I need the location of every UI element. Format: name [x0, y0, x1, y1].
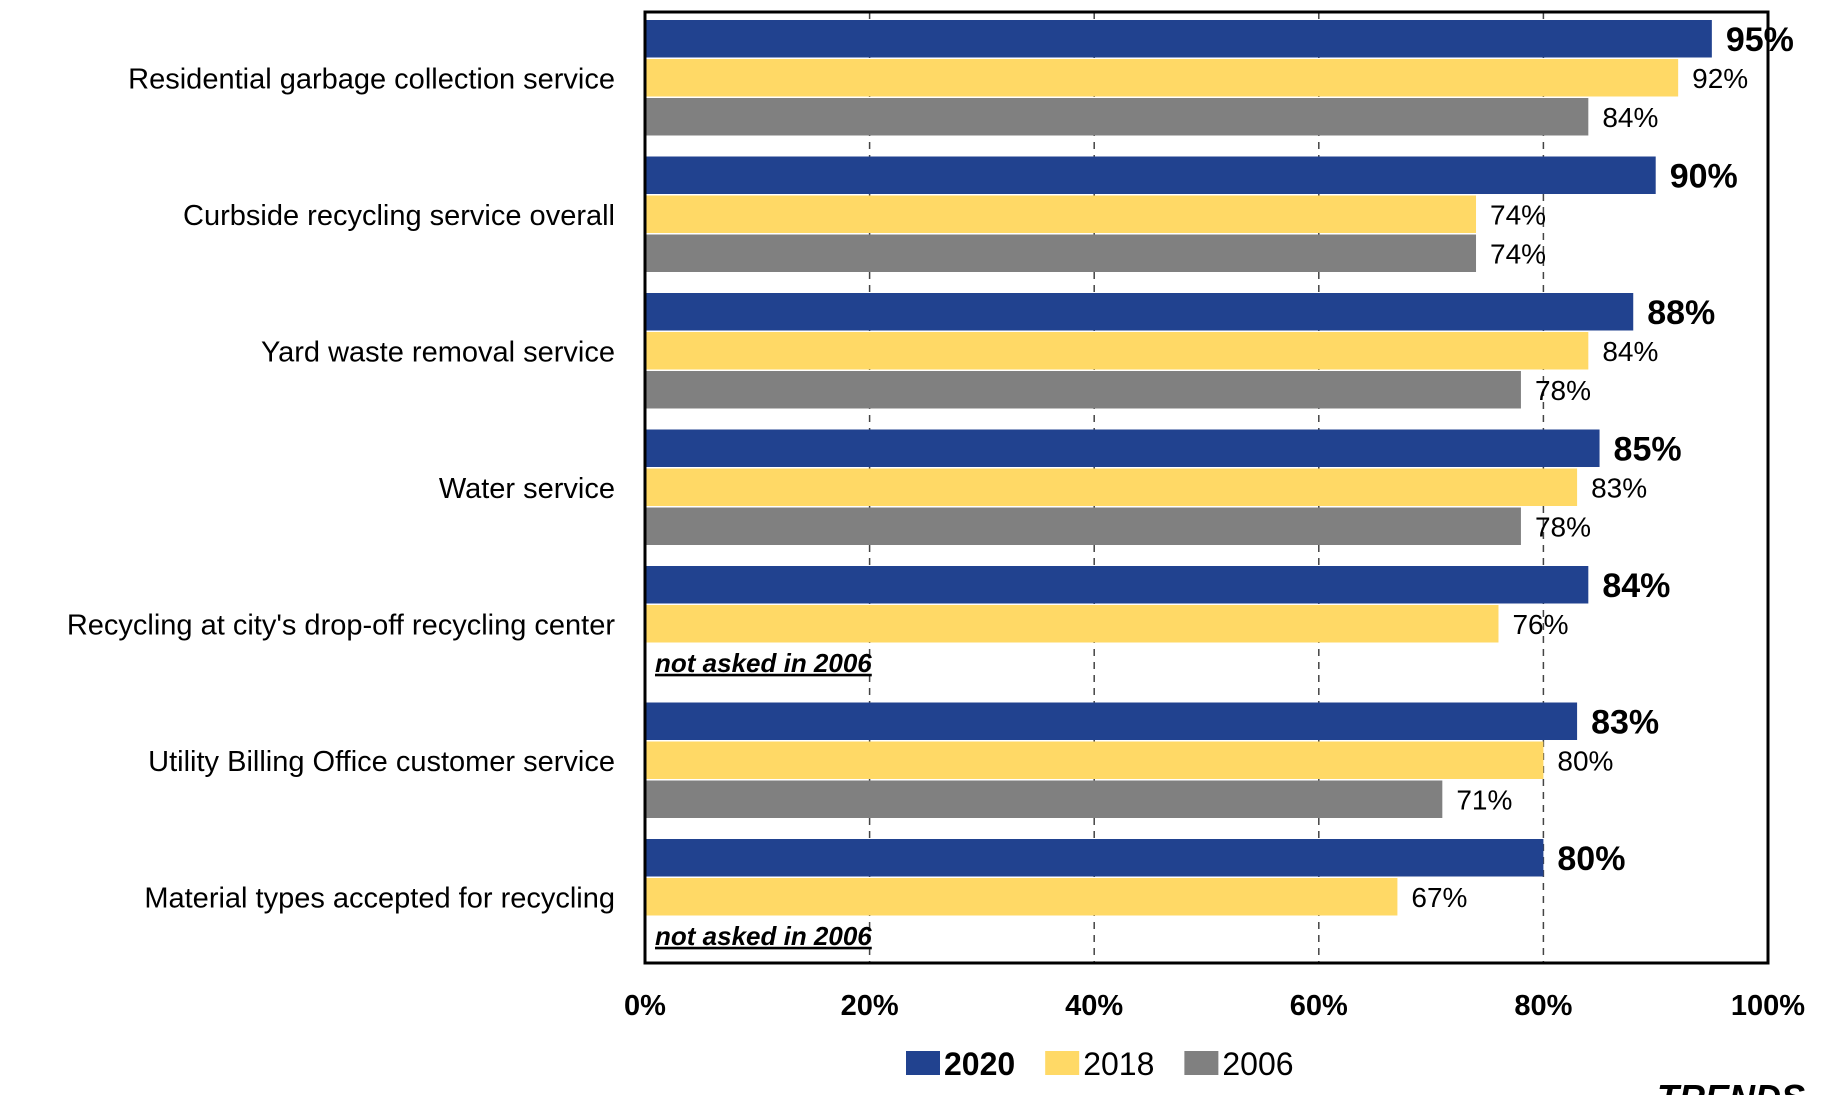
bar-2020 [645, 702, 1578, 740]
bar-2020 [645, 566, 1589, 604]
legend-swatch-2018 [1045, 1051, 1080, 1075]
data-label: 85% [1614, 430, 1682, 468]
corner-text: TRENDS [1657, 1077, 1805, 1095]
data-label: 83% [1591, 472, 1647, 503]
data-label: 78% [1535, 511, 1591, 542]
category-label: Yard waste removal service [261, 337, 615, 369]
category-label: Water service [439, 473, 615, 505]
data-label: 80% [1557, 745, 1613, 776]
bar-2018 [645, 605, 1499, 643]
category-label: Recycling at city's drop-off recycling c… [67, 610, 616, 642]
bar-2018 [645, 59, 1679, 97]
data-label: 76% [1512, 609, 1568, 640]
bar-2020 [645, 293, 1634, 331]
data-label: 67% [1411, 882, 1467, 913]
data-label: 95% [1726, 21, 1794, 59]
bar-2020 [645, 839, 1544, 877]
data-label: 88% [1647, 294, 1715, 332]
category-label: Material types accepted for recycling [144, 883, 615, 915]
data-label: 84% [1602, 567, 1670, 605]
data-label: 92% [1692, 63, 1748, 94]
x-tick-label: 60% [1290, 990, 1348, 1022]
category-label: Utility Billing Office customer service [148, 746, 615, 778]
data-label: 84% [1602, 102, 1658, 133]
bar-2020 [645, 20, 1712, 58]
data-label: 90% [1670, 157, 1738, 195]
data-label: 78% [1535, 375, 1591, 406]
legend-label: 2006 [1222, 1046, 1293, 1082]
bar-2006 [645, 234, 1477, 272]
bar-2020 [645, 429, 1600, 467]
plot-frame [643, 10, 1770, 965]
data-label: 83% [1591, 703, 1659, 741]
bar-2006 [645, 780, 1443, 818]
x-tick-label: 20% [841, 990, 899, 1022]
bar-2018 [645, 878, 1398, 916]
data-label: 74% [1490, 199, 1546, 230]
category-label: Curbside recycling service overall [183, 200, 615, 232]
bar-2006 [645, 507, 1521, 545]
data-label: 71% [1456, 784, 1512, 815]
x-tick-label: 40% [1065, 990, 1123, 1022]
category-label: Residential garbage collection service [128, 64, 615, 96]
x-tick-label: 100% [1731, 990, 1805, 1022]
legend-label: 2020 [944, 1046, 1015, 1082]
bar-2018 [645, 332, 1589, 370]
legend-label: 2018 [1083, 1046, 1154, 1082]
x-tick-label: 80% [1514, 990, 1572, 1022]
data-label: 74% [1490, 238, 1546, 269]
bar-2020 [645, 156, 1656, 194]
bar-2006 [645, 371, 1521, 409]
bar-2018 [645, 741, 1544, 779]
not-asked-note: not asked in 2006 [655, 921, 872, 951]
legend-swatch-2006 [1184, 1051, 1219, 1075]
x-tick-label: 0% [624, 990, 666, 1022]
bar-2018 [645, 195, 1477, 233]
not-asked-note: not asked in 2006 [655, 648, 872, 678]
legend-swatch-2020 [906, 1051, 940, 1075]
bar-2006 [645, 98, 1589, 136]
bar-2018 [645, 468, 1578, 506]
data-label: 84% [1602, 336, 1658, 367]
data-label: 80% [1557, 840, 1625, 878]
